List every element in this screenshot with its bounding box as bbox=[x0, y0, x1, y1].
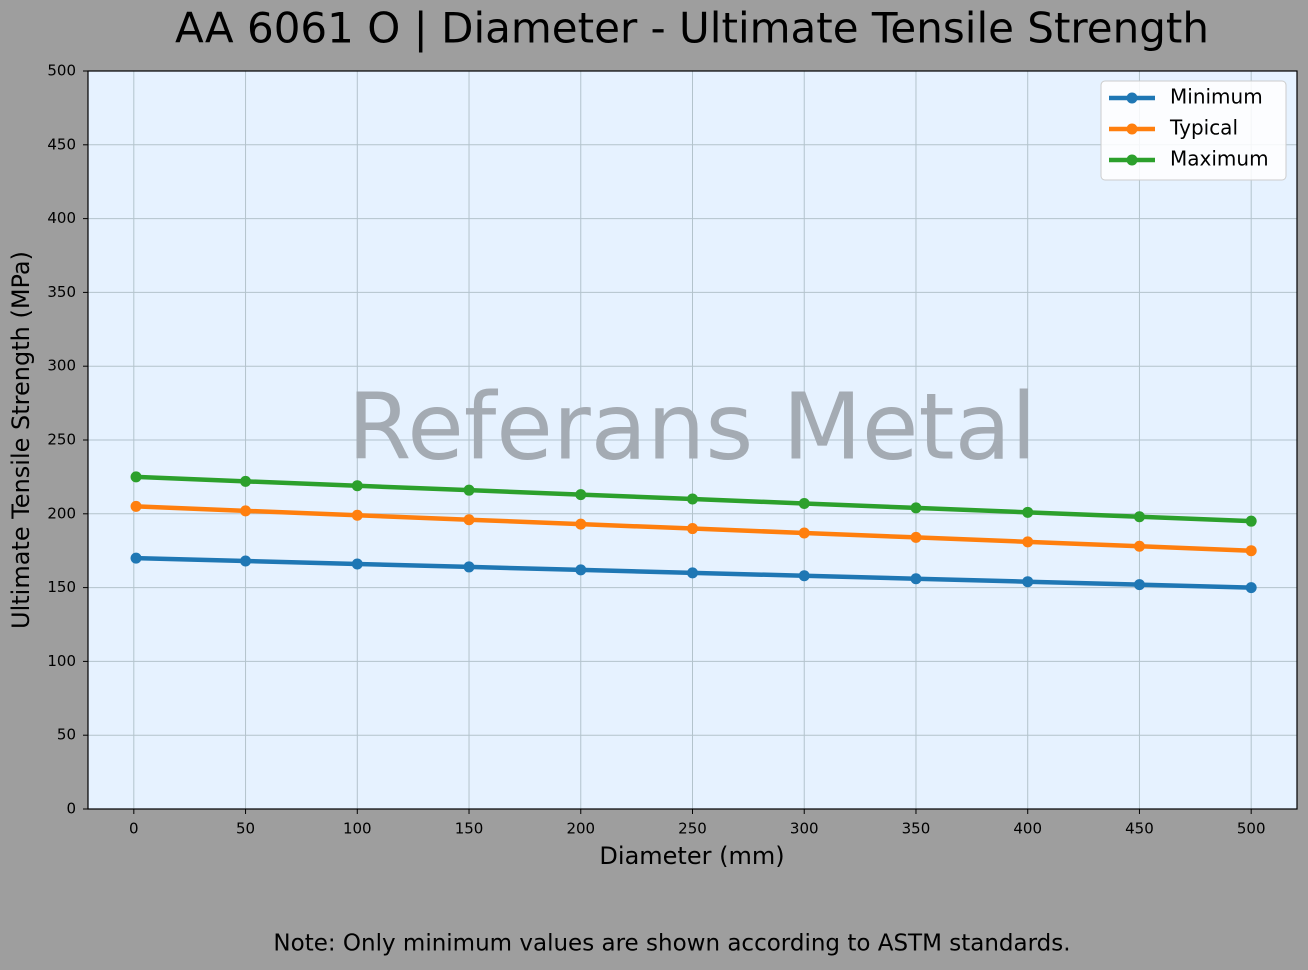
x-tick-label: 50 bbox=[236, 820, 255, 838]
data-point bbox=[1245, 582, 1257, 594]
data-point bbox=[351, 480, 363, 492]
y-tick-label: 0 bbox=[66, 800, 76, 818]
y-tick-label: 500 bbox=[47, 62, 76, 80]
x-tick-label: 300 bbox=[790, 820, 819, 838]
data-point bbox=[240, 475, 252, 487]
data-point bbox=[910, 531, 922, 543]
data-point bbox=[687, 493, 698, 505]
data-point bbox=[575, 489, 587, 501]
data-point bbox=[575, 518, 587, 530]
y-tick-label: 400 bbox=[47, 209, 76, 227]
x-tick-label: 150 bbox=[455, 820, 484, 838]
y-tick-label: 200 bbox=[47, 504, 76, 522]
y-tick-label: 250 bbox=[47, 431, 76, 449]
data-point bbox=[910, 502, 922, 514]
y-tick-label: 300 bbox=[47, 357, 76, 375]
x-tick-label: 200 bbox=[566, 820, 595, 838]
x-tick-label: 100 bbox=[343, 820, 372, 838]
data-point bbox=[130, 471, 142, 483]
y-tick-label: 50 bbox=[57, 726, 76, 744]
watermark: Referans Metal bbox=[347, 373, 1036, 480]
data-point bbox=[351, 509, 363, 521]
x-tick-label: 0 bbox=[129, 820, 139, 838]
legend-label: Typical bbox=[1169, 116, 1238, 140]
data-point bbox=[575, 564, 587, 576]
x-axis-label: Diameter (mm) bbox=[599, 842, 784, 870]
y-tick-label: 350 bbox=[47, 283, 76, 301]
data-point bbox=[351, 558, 363, 570]
data-point bbox=[240, 505, 252, 517]
data-point bbox=[463, 484, 475, 496]
data-point bbox=[1245, 515, 1257, 527]
data-point bbox=[463, 561, 475, 573]
legend-label: Maximum bbox=[1170, 147, 1269, 171]
y-axis-label: Ultimate Tensile Strength (MPa) bbox=[7, 251, 35, 629]
legend-box bbox=[1100, 80, 1287, 181]
data-point bbox=[130, 500, 142, 512]
data-point bbox=[1245, 545, 1257, 557]
chart-title: AA 6061 O | Diameter - Ultimate Tensile … bbox=[175, 4, 1209, 53]
x-tick-label: 400 bbox=[1013, 820, 1042, 838]
data-point bbox=[1022, 576, 1034, 588]
y-tick-label: 450 bbox=[47, 135, 76, 153]
data-point bbox=[687, 567, 698, 579]
data-point bbox=[687, 523, 698, 535]
legend-marker bbox=[1126, 123, 1138, 135]
x-tick-label: 450 bbox=[1125, 820, 1154, 838]
data-point bbox=[1022, 506, 1034, 518]
x-tick-label: 250 bbox=[678, 820, 707, 838]
data-point bbox=[798, 527, 810, 539]
data-point bbox=[240, 555, 252, 567]
legend-marker bbox=[1126, 92, 1138, 104]
y-tick-label: 100 bbox=[47, 652, 76, 670]
y-tick-label: 150 bbox=[47, 578, 76, 596]
data-point bbox=[463, 514, 475, 526]
data-point bbox=[910, 573, 922, 585]
data-point bbox=[798, 570, 810, 582]
data-point bbox=[1022, 536, 1034, 548]
note: Note: Only minimum values are shown acco… bbox=[273, 931, 1070, 957]
x-tick-label: 350 bbox=[902, 820, 931, 838]
legend-marker bbox=[1126, 154, 1138, 166]
data-point bbox=[1133, 579, 1145, 591]
data-point bbox=[130, 552, 142, 564]
legend-label: Minimum bbox=[1170, 85, 1263, 109]
data-point bbox=[798, 497, 810, 509]
data-point bbox=[1133, 540, 1145, 552]
x-tick-label: 500 bbox=[1237, 820, 1266, 838]
data-point bbox=[1133, 511, 1145, 523]
